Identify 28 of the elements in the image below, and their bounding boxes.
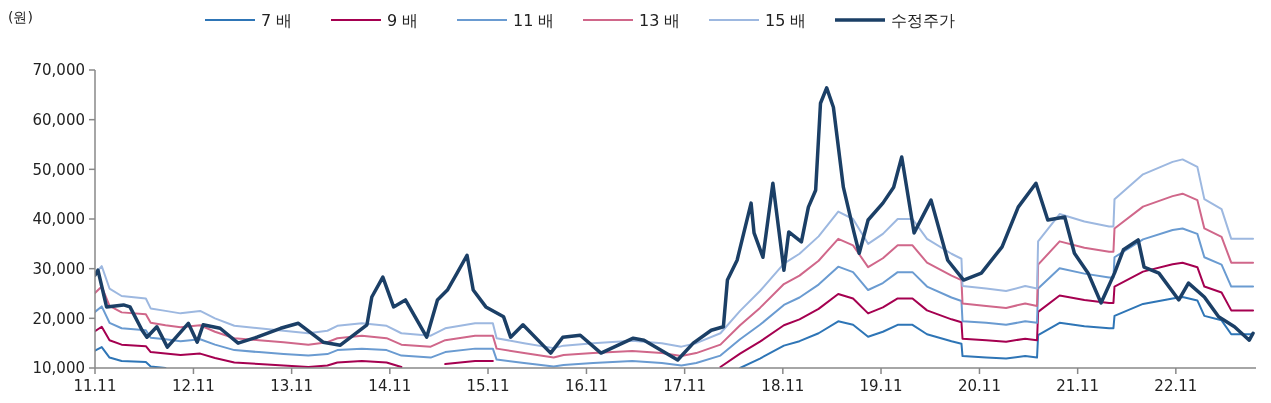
legend-label: 11 배 <box>513 10 555 30</box>
x-tick-label: 16.11 <box>564 377 608 395</box>
x-tick-label: 20.11 <box>957 377 1001 395</box>
x-tick-label: 12.11 <box>171 377 215 395</box>
y-tick-label: 50,000 <box>32 160 85 179</box>
y-tick-label: 30,000 <box>32 259 85 278</box>
x-tick-label: 11.11 <box>73 377 117 395</box>
x-tick-label: 17.11 <box>663 377 707 395</box>
y-tick-label: 10,000 <box>32 359 85 378</box>
y-tick-label: 40,000 <box>32 210 85 229</box>
y-tick-label: 20,000 <box>32 309 85 328</box>
legend-label: 13 배 <box>639 10 681 30</box>
legend-label: 9 배 <box>387 10 419 30</box>
x-tick-label: 15.11 <box>466 377 510 395</box>
legend-label: 15 배 <box>765 10 807 30</box>
x-tick-label: 19.11 <box>859 377 903 395</box>
legend-label: 7 배 <box>261 10 293 30</box>
x-tick-label: 14.11 <box>368 377 412 395</box>
x-tick-label: 22.11 <box>1154 377 1198 395</box>
y-tick-label: 70,000 <box>32 61 85 80</box>
legend-label: 수정주가 <box>891 10 955 30</box>
line-series <box>95 86 1255 362</box>
y-tick-label: 60,000 <box>32 110 85 129</box>
line-series <box>95 192 1255 359</box>
x-tick-label: 18.11 <box>761 377 805 395</box>
x-tick-label: 21.11 <box>1056 377 1100 395</box>
x-tick-label: 13.11 <box>270 377 314 395</box>
y-axis-title: (원) <box>8 9 33 25</box>
